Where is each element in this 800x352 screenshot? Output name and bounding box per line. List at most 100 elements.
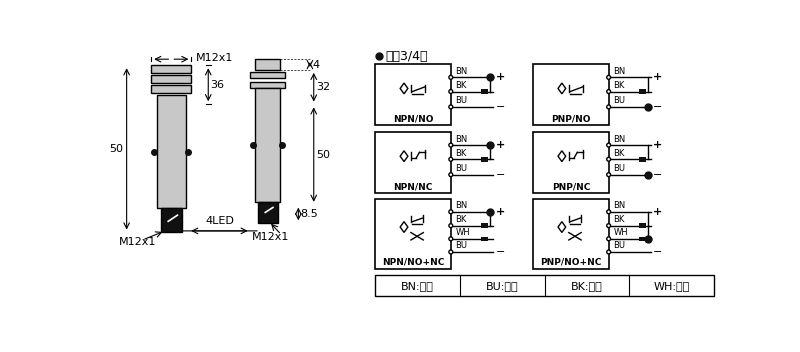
- Text: BN: BN: [455, 201, 468, 210]
- Bar: [250, 71, 286, 78]
- Circle shape: [449, 143, 453, 147]
- Text: −: −: [654, 170, 662, 180]
- Polygon shape: [558, 151, 566, 162]
- Bar: [638, 157, 646, 162]
- Polygon shape: [400, 83, 408, 94]
- Bar: [258, 202, 278, 223]
- Bar: [638, 237, 646, 241]
- Circle shape: [606, 224, 610, 228]
- Polygon shape: [400, 151, 408, 162]
- Text: +: +: [654, 73, 662, 82]
- Text: BN: BN: [455, 67, 468, 76]
- Text: +: +: [495, 140, 505, 150]
- Text: 50: 50: [316, 150, 330, 159]
- Text: +: +: [495, 73, 505, 82]
- Text: BU: BU: [614, 241, 626, 250]
- Text: −: −: [654, 102, 662, 112]
- Text: M12x1: M12x1: [119, 237, 156, 247]
- Text: BN:棕色: BN:棕色: [402, 281, 434, 290]
- Text: 50: 50: [109, 144, 123, 154]
- Text: M12x1: M12x1: [196, 53, 234, 63]
- Text: 36: 36: [210, 80, 225, 90]
- Circle shape: [449, 210, 453, 214]
- Circle shape: [449, 90, 453, 93]
- Text: PNP/NC: PNP/NC: [552, 182, 590, 191]
- Bar: [375, 64, 451, 125]
- Text: WH: WH: [614, 228, 628, 237]
- Text: +: +: [495, 207, 505, 217]
- Text: PNP/NO: PNP/NO: [551, 115, 590, 124]
- Text: NPN/NC: NPN/NC: [394, 182, 433, 191]
- Circle shape: [449, 173, 453, 177]
- Bar: [481, 157, 488, 162]
- Circle shape: [606, 250, 610, 254]
- Text: BU: BU: [455, 96, 467, 105]
- Text: 直涁3/4线: 直涁3/4线: [386, 50, 428, 63]
- Text: −: −: [654, 247, 662, 257]
- Bar: [638, 89, 646, 94]
- Text: 32: 32: [316, 82, 330, 92]
- Bar: [250, 82, 286, 88]
- Circle shape: [606, 210, 610, 214]
- Text: −: −: [495, 247, 505, 257]
- Bar: [534, 132, 609, 193]
- Bar: [534, 64, 609, 125]
- Bar: [255, 59, 280, 70]
- Bar: [151, 75, 191, 83]
- Polygon shape: [558, 222, 566, 232]
- Bar: [638, 223, 646, 228]
- Circle shape: [449, 224, 453, 228]
- Circle shape: [606, 75, 610, 79]
- Polygon shape: [400, 222, 408, 232]
- Text: 4: 4: [312, 59, 319, 70]
- Text: M12x1: M12x1: [252, 232, 290, 242]
- Text: 8.5: 8.5: [301, 209, 318, 219]
- Bar: [255, 88, 280, 202]
- Circle shape: [449, 250, 453, 254]
- Text: BU: BU: [455, 241, 467, 250]
- Bar: [375, 132, 451, 193]
- Text: BU: BU: [455, 164, 467, 173]
- Text: BN: BN: [614, 201, 626, 210]
- Bar: [157, 95, 186, 208]
- Text: BK: BK: [455, 215, 467, 224]
- Bar: [481, 237, 488, 241]
- Bar: [151, 86, 191, 93]
- Bar: [481, 89, 488, 94]
- Bar: [481, 223, 488, 228]
- Text: BN: BN: [614, 67, 626, 76]
- Bar: [151, 65, 191, 73]
- Text: NPN/NO: NPN/NO: [393, 115, 434, 124]
- Text: BK:黑色: BK:黑色: [571, 281, 603, 290]
- Text: 4LED: 4LED: [205, 216, 234, 226]
- Text: +: +: [654, 207, 662, 217]
- Text: BN: BN: [614, 134, 626, 144]
- Bar: [161, 208, 182, 232]
- Text: −: −: [495, 102, 505, 112]
- Bar: [534, 199, 609, 269]
- Text: BU:兰色: BU:兰色: [486, 281, 518, 290]
- Text: WH: WH: [455, 228, 470, 237]
- Circle shape: [606, 157, 610, 161]
- Bar: [375, 199, 451, 269]
- Circle shape: [449, 237, 453, 241]
- Text: −: −: [495, 170, 505, 180]
- Text: +: +: [654, 140, 662, 150]
- Circle shape: [606, 90, 610, 93]
- Circle shape: [606, 173, 610, 177]
- Circle shape: [449, 75, 453, 79]
- Text: BK: BK: [614, 81, 625, 90]
- Circle shape: [606, 237, 610, 241]
- Text: BN: BN: [455, 134, 468, 144]
- Text: BU: BU: [614, 164, 626, 173]
- Circle shape: [449, 105, 453, 109]
- Polygon shape: [558, 83, 566, 94]
- Text: PNP/NO+NC: PNP/NO+NC: [540, 258, 602, 267]
- Text: NPN/NO+NC: NPN/NO+NC: [382, 258, 444, 267]
- Text: WH:白色: WH:白色: [654, 281, 690, 290]
- Circle shape: [606, 143, 610, 147]
- Text: BK: BK: [614, 149, 625, 158]
- Text: BK: BK: [455, 81, 467, 90]
- Circle shape: [606, 105, 610, 109]
- Circle shape: [449, 157, 453, 161]
